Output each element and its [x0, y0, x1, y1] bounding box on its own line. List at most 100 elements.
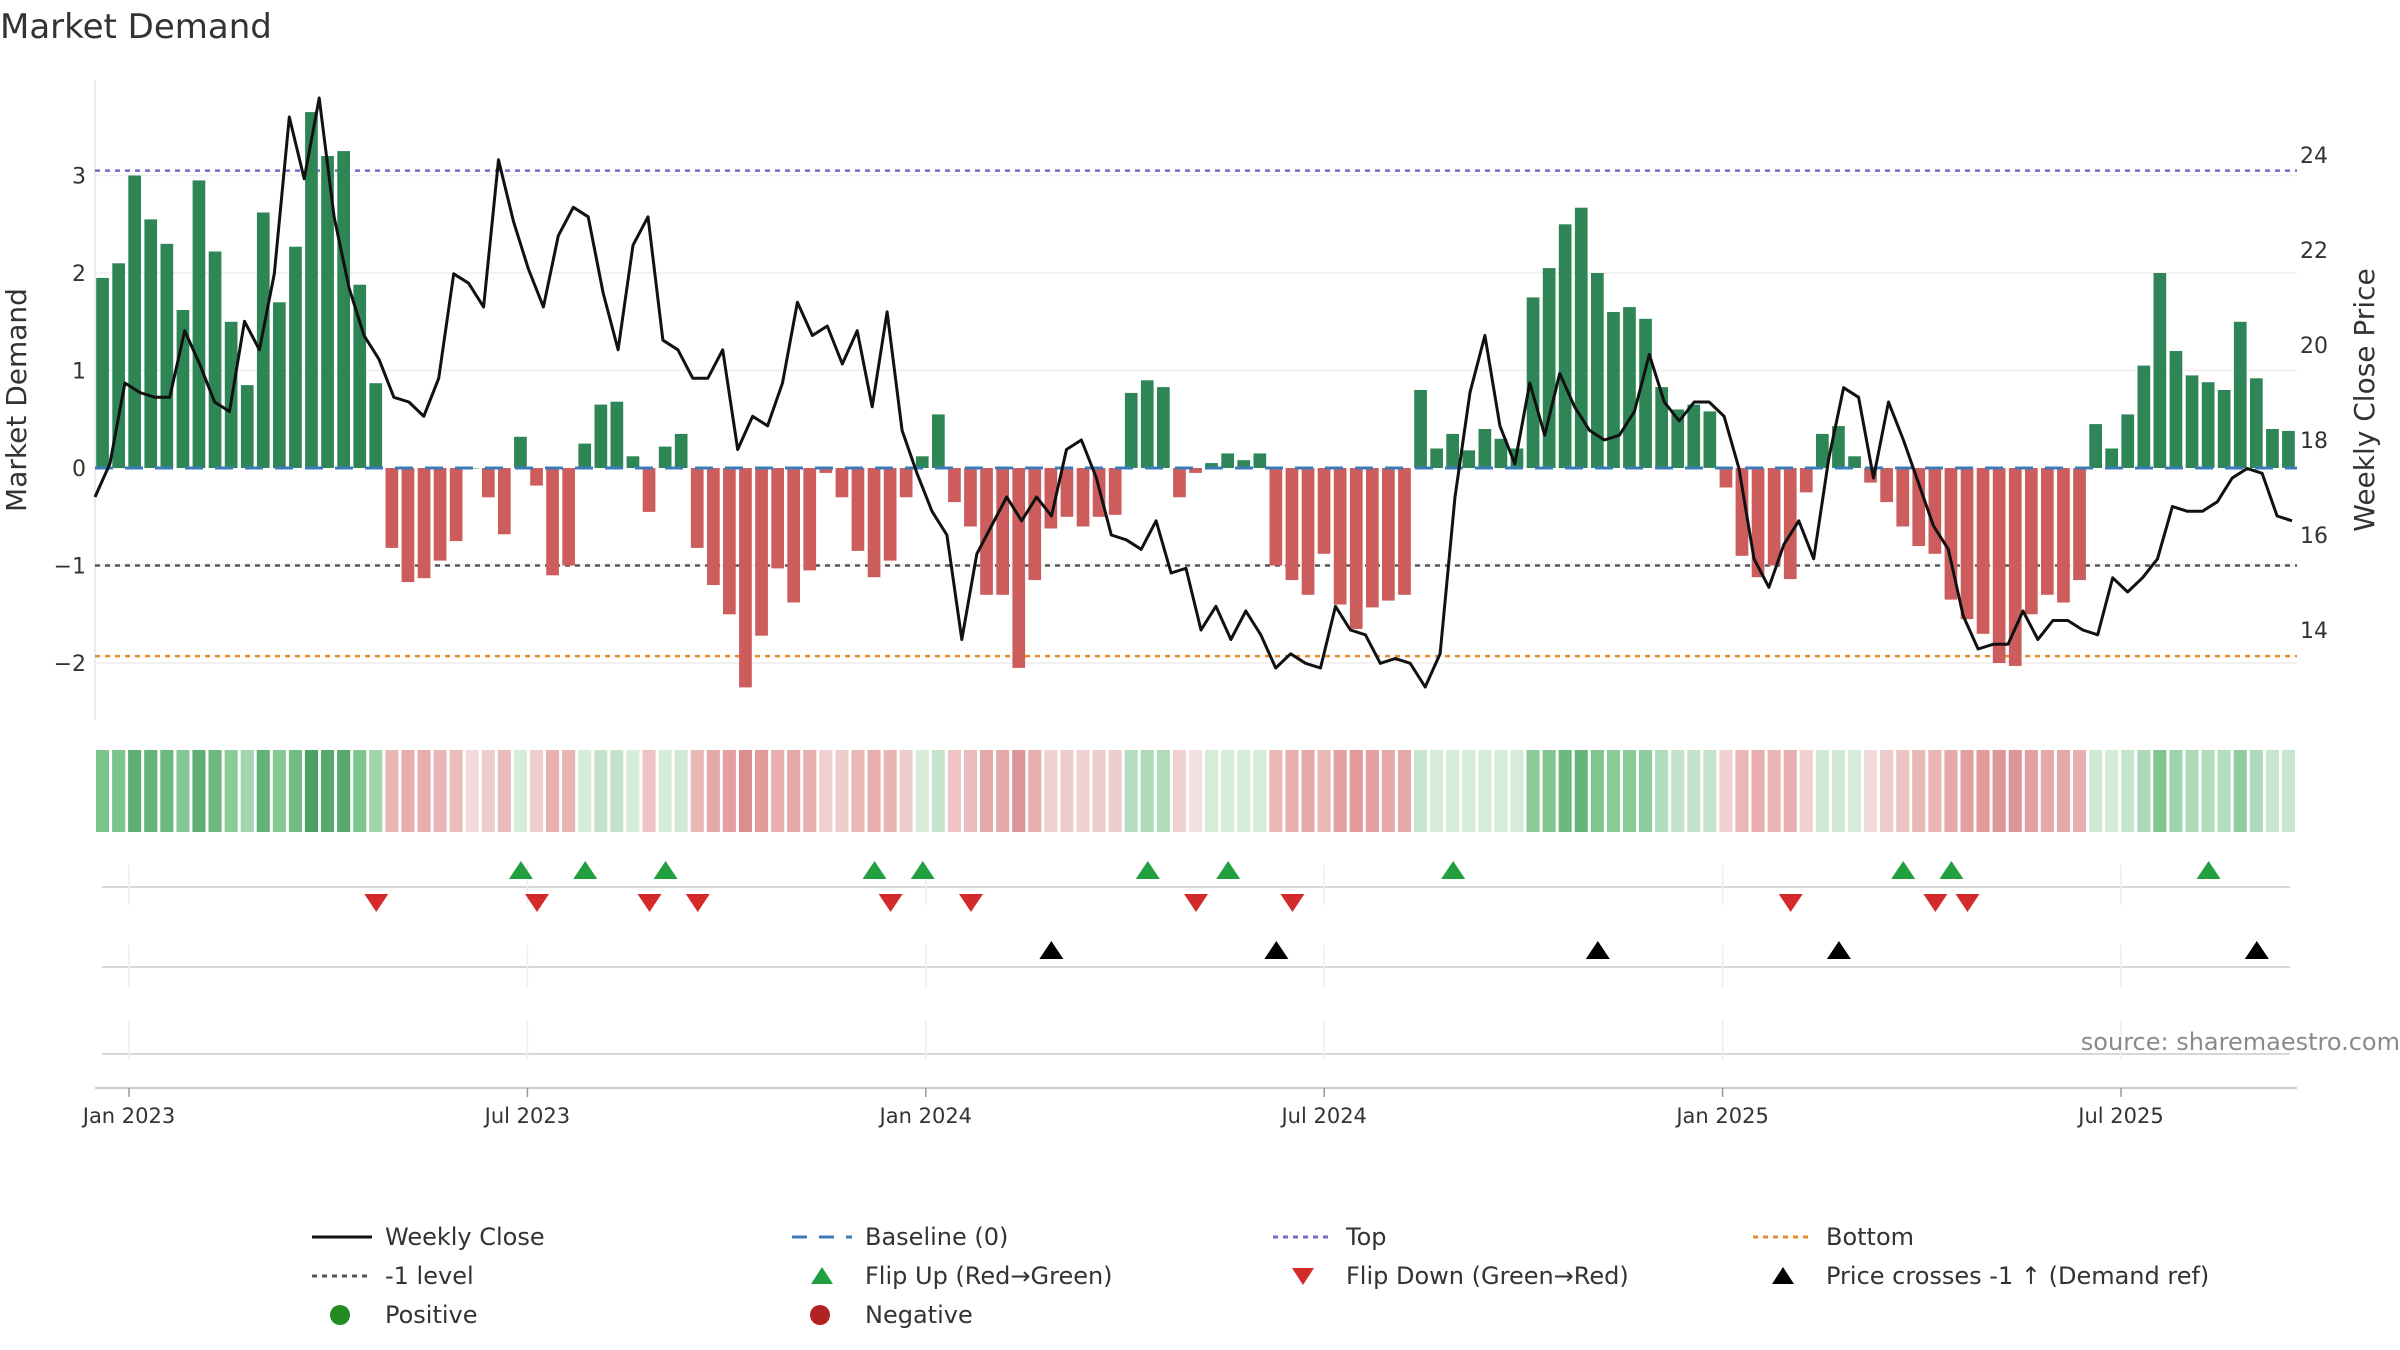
flip-down-marker	[1184, 894, 1208, 912]
legend-swatch-flip-down	[1292, 1268, 1314, 1285]
date-axis: Jan 2023 Jul 2023 Jan 2024 Jul 2024 Jan 2025…	[81, 1087, 2297, 1128]
negative-bar	[2073, 468, 2086, 581]
legend-label: Bottom	[1826, 1223, 1914, 1251]
strip-cell	[1478, 750, 1492, 832]
strip-cell	[1864, 750, 1878, 832]
positive-bar	[1671, 409, 1685, 468]
strip-cell	[353, 750, 367, 832]
strip-cell	[1735, 750, 1749, 832]
strip-cell	[1558, 750, 1572, 832]
strip-cell	[288, 750, 302, 832]
strip-cell	[2153, 750, 2167, 832]
negative-bar	[835, 468, 849, 498]
date-tick-label: Jul 2025	[2076, 1104, 2163, 1128]
legend-label: Flip Up (Red→Green)	[865, 1262, 1113, 1290]
strip-cell	[513, 750, 527, 832]
strip-cell	[449, 750, 463, 832]
strip-cell	[1237, 750, 1251, 832]
negative-bar	[1783, 468, 1797, 580]
left-tick-label: 0	[72, 457, 86, 482]
flip-down-marker	[637, 894, 662, 912]
positive-bar	[2105, 448, 2118, 468]
strip-cell	[369, 750, 383, 832]
negative-bar	[1976, 468, 1990, 634]
positive-bar	[144, 219, 158, 468]
strip-cell	[1590, 750, 1604, 832]
strip-cell	[835, 750, 849, 832]
strip-cell	[1880, 750, 1894, 832]
negative-bar	[546, 468, 559, 576]
flip-down-marker	[525, 894, 550, 912]
strip-cell	[1012, 750, 1026, 832]
negative-bar	[1285, 468, 1299, 581]
negative-bar	[948, 468, 961, 503]
positive-bar	[1430, 448, 1443, 468]
negative-bar	[1333, 468, 1347, 605]
positive-bar	[273, 302, 286, 469]
positive-bar	[96, 277, 109, 468]
legend-swatch-price-cross	[1772, 1267, 1794, 1284]
strip-cell	[1896, 750, 1910, 832]
strip-cell	[915, 750, 929, 832]
strip-cell	[465, 750, 479, 832]
flip-down-marker	[958, 894, 983, 912]
right-axis-title: Weekly Close Price	[2348, 268, 2381, 531]
negative-bar	[1398, 468, 1411, 595]
positive-bar	[1237, 460, 1251, 468]
strip-cell	[2217, 750, 2231, 832]
negative-bar	[1012, 468, 1026, 668]
flip-down-marker	[1778, 894, 1803, 912]
legend-swatch-negative	[810, 1305, 830, 1325]
positive-bar	[1832, 426, 1845, 468]
right-tick-label: 16	[2300, 524, 2328, 549]
right-tick-label: 22	[2300, 239, 2328, 264]
negative-bar	[1269, 468, 1283, 566]
positive-bar	[337, 151, 350, 468]
positive-bar	[1221, 453, 1234, 468]
strip-cell	[1462, 750, 1476, 832]
strip-cell	[562, 750, 576, 832]
flip-up-marker	[2196, 861, 2221, 879]
strip-cell	[1928, 750, 1942, 832]
strip-cell	[2233, 750, 2247, 832]
negative-bar	[707, 468, 720, 585]
strip-cell	[1044, 750, 1058, 832]
negative-bar	[1880, 468, 1893, 503]
positive-bar	[2169, 351, 2183, 468]
strip-cell	[2185, 750, 2199, 832]
negative-bar	[1912, 468, 1926, 546]
strip-cell	[755, 750, 769, 832]
strip-cell	[1606, 750, 1620, 832]
strip-cell	[2105, 750, 2119, 832]
right-axis-ticks: 24 22 20 18 16 14	[2300, 144, 2328, 644]
negative-bar	[2008, 468, 2022, 666]
strip-cell	[899, 750, 913, 832]
strip-cell	[337, 750, 351, 832]
legend-label: Baseline (0)	[865, 1223, 1008, 1251]
strip-cell	[1815, 750, 1829, 832]
flip-down-marker	[364, 894, 389, 912]
strip-cell	[1285, 750, 1299, 832]
strip-cell	[931, 750, 945, 832]
strip-cell	[1414, 750, 1428, 832]
strip-cell	[497, 750, 511, 832]
negative-bar	[498, 468, 511, 535]
strip-cell	[208, 750, 222, 832]
negative-bar	[2041, 468, 2054, 595]
positive-bar	[1703, 411, 1717, 468]
strip-cell	[594, 750, 608, 832]
positive-bar	[256, 212, 270, 468]
positive-bar	[192, 180, 206, 468]
positive-bar	[578, 443, 592, 468]
flip-up-marker	[1891, 861, 1916, 879]
strip-cell	[481, 750, 495, 832]
strip-cell	[1494, 750, 1508, 832]
price-cross-marker	[1826, 941, 1851, 959]
strip-cell	[2249, 750, 2263, 832]
legend-swatch-positive	[330, 1305, 350, 1325]
date-tick-label: Jul 2023	[483, 1104, 570, 1128]
negative-bar	[690, 468, 704, 548]
strip-cell	[1205, 750, 1219, 832]
right-tick-label: 18	[2300, 429, 2328, 454]
date-tick-label: Jan 2025	[1674, 1104, 1769, 1128]
